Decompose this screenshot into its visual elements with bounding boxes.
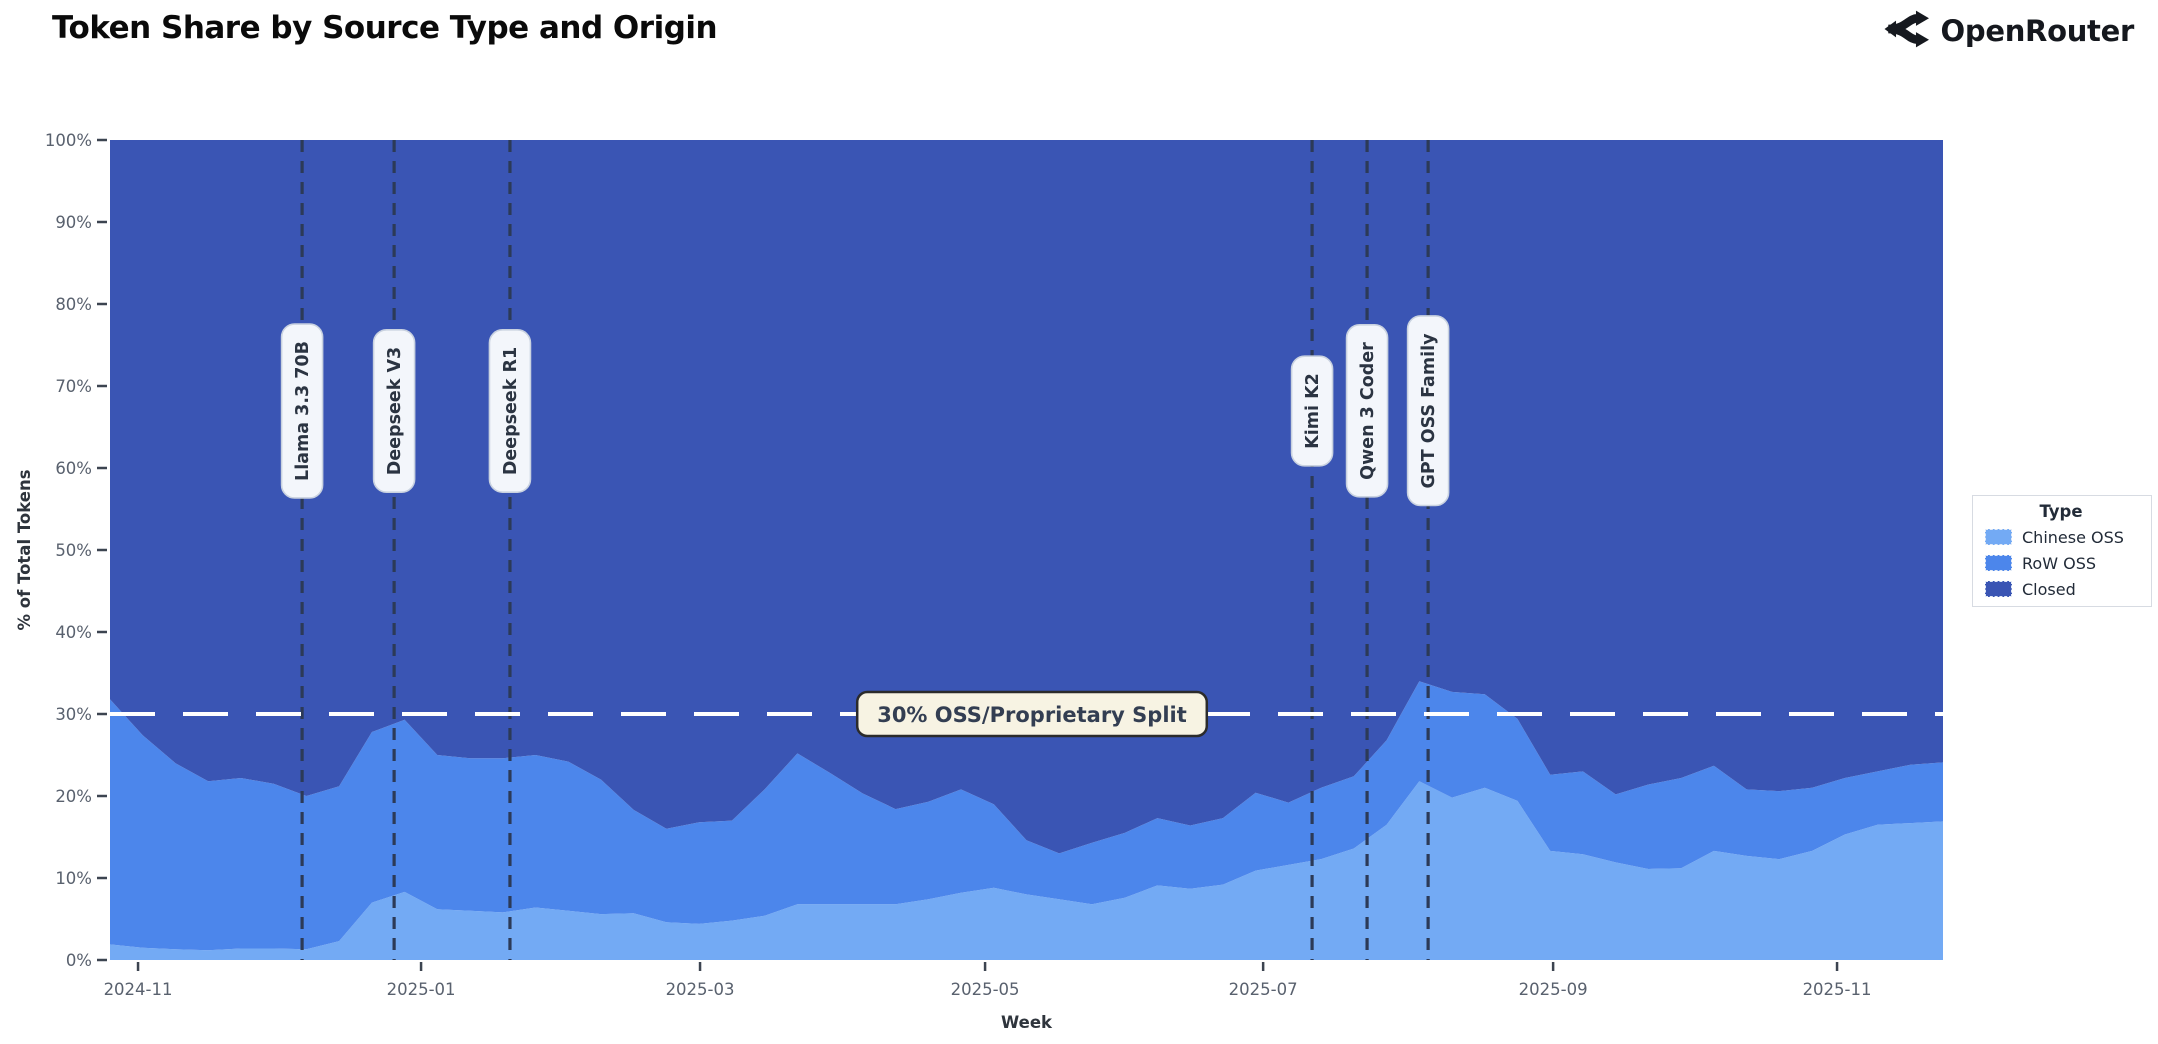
openrouter-logo-icon bbox=[1883, 8, 1929, 54]
legend-swatch-closed bbox=[1985, 581, 2012, 597]
legend-item-closed: Closed bbox=[1985, 576, 2151, 602]
event-pill-deepseek-v3: Deepseek V3 bbox=[372, 328, 416, 494]
brand-name: OpenRouter bbox=[1940, 14, 2135, 48]
event-pill-deepseek-r1: Deepseek R1 bbox=[488, 329, 532, 493]
y-tick-label: 30% bbox=[55, 705, 92, 724]
event-pill-text: Qwen 3 Coder bbox=[1358, 342, 1378, 480]
event-pill-text: GPT OSS Family bbox=[1419, 333, 1439, 489]
y-tick-label: 90% bbox=[55, 213, 92, 232]
y-tick-label: 40% bbox=[55, 623, 92, 642]
area-closed bbox=[110, 140, 1943, 854]
x-tick-label: 2025-05 bbox=[951, 980, 1020, 999]
event-pill-box bbox=[1290, 355, 1334, 467]
x-tick-label: 2025-09 bbox=[1519, 980, 1588, 999]
x-axis-title: Week bbox=[1001, 1013, 1053, 1032]
event-pill-box bbox=[488, 329, 532, 493]
x-tick-label: 2025-03 bbox=[666, 980, 735, 999]
y-tick-label: 100% bbox=[45, 131, 92, 150]
x-tick-label: 2025-07 bbox=[1229, 980, 1298, 999]
y-tick-label: 10% bbox=[55, 869, 92, 888]
event-pill-box bbox=[1406, 315, 1450, 507]
y-tick-label: 80% bbox=[55, 295, 92, 314]
y-tick-label: 60% bbox=[55, 459, 92, 478]
event-pill-box bbox=[372, 328, 416, 494]
y-tick-label: 20% bbox=[55, 787, 92, 806]
page-title: Token Share by Source Type and Origin bbox=[52, 10, 718, 46]
event-pill-qwen-3-coder: Qwen 3 Coder bbox=[1345, 324, 1389, 498]
x-tick-label: 2025-01 bbox=[387, 980, 456, 999]
y-axis-title: % of Total Tokens bbox=[15, 469, 34, 630]
area-row-oss bbox=[110, 681, 1943, 951]
area-chinese-oss bbox=[110, 781, 1943, 960]
y-tick-label: 70% bbox=[55, 377, 92, 396]
reference-line-box bbox=[855, 690, 1209, 738]
y-tick-label: 0% bbox=[66, 951, 92, 970]
x-tick-label: 2025-11 bbox=[1803, 980, 1872, 999]
event-pill-text: Deepseek V3 bbox=[385, 347, 405, 475]
y-tick-label: 50% bbox=[55, 541, 92, 560]
event-pill-text: Deepseek R1 bbox=[501, 347, 521, 475]
reference-line-label: 30% OSS/Proprietary Split bbox=[855, 690, 1209, 738]
reference-line-text: 30% OSS/Proprietary Split bbox=[877, 703, 1187, 727]
legend-swatch-chinese-oss bbox=[1985, 529, 2012, 545]
legend: Type Chinese OSS RoW OSS Closed bbox=[1972, 495, 2152, 607]
legend-item-chinese-oss: Chinese OSS bbox=[1985, 524, 2151, 550]
legend-title: Type bbox=[2039, 502, 2083, 521]
x-axis: 2024-11 2025-01 2025-03 2025-05 2025-07 2025-… bbox=[104, 962, 1872, 999]
event-pill-box bbox=[280, 323, 324, 499]
event-lines bbox=[300, 140, 1430, 960]
brand-lockup: OpenRouter bbox=[1883, 8, 2134, 54]
y-axis: 0% 10% 20% 30% 40% 50% 60% 70% 80% 90% 100% bbox=[45, 131, 107, 970]
event-pill-box bbox=[1345, 324, 1389, 498]
event-pill-text: Llama 3.3 70B bbox=[293, 341, 313, 481]
legend-item-row-oss: RoW OSS bbox=[1985, 550, 2151, 576]
x-tick-label: 2024-11 bbox=[104, 980, 173, 999]
legend-swatch-row-oss bbox=[1985, 555, 2012, 571]
event-pill-gpt-oss-family: GPT OSS Family bbox=[1406, 315, 1450, 507]
event-pill-llama-3-3-70b: Llama 3.3 70B bbox=[280, 323, 324, 499]
event-pill-kimi-k2: Kimi K2 bbox=[1290, 355, 1334, 467]
event-pill-text: Kimi K2 bbox=[1303, 373, 1323, 449]
